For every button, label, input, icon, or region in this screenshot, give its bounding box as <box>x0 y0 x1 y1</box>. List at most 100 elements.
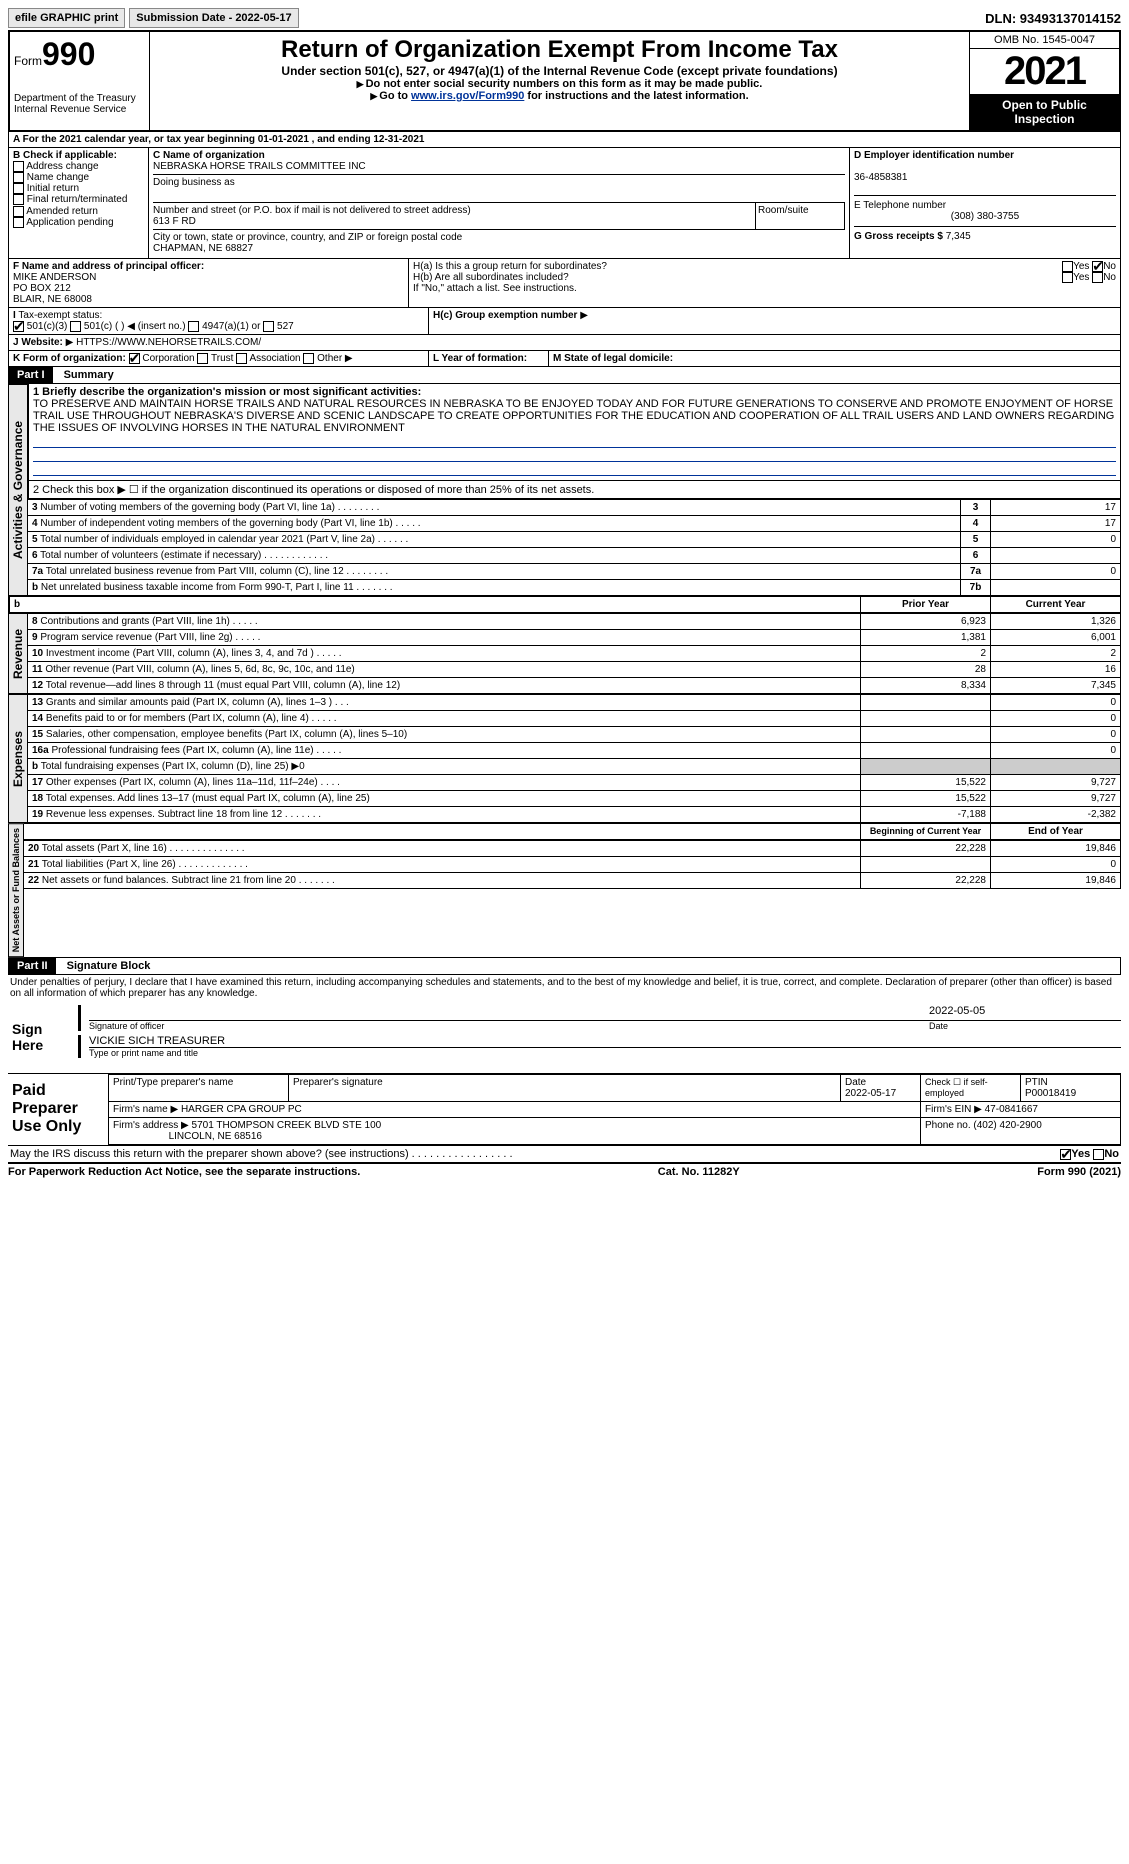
officer-printed-name: VICKIE SICH TREASURER <box>89 1035 1121 1048</box>
section-c-name-label: C Name of organization <box>153 150 265 161</box>
sig-date: 2022-05-05 <box>921 1005 1121 1021</box>
discuss-yes-checkbox[interactable] <box>1060 1149 1071 1160</box>
section-k-label: K Form of organization: <box>13 353 126 364</box>
4947-checkbox[interactable] <box>188 321 199 332</box>
table-row: 3 Number of voting members of the govern… <box>28 500 1121 516</box>
footer-mid: Cat. No. 11282Y <box>658 1166 740 1178</box>
table-row: b Total fundraising expenses (Part IX, c… <box>28 759 1121 775</box>
firm-ein: 47-0841667 <box>985 1104 1038 1115</box>
table-row: 11 Other revenue (Part VIII, column (A),… <box>28 662 1121 678</box>
check-self-employed: Check ☐ if self-employed <box>921 1075 1021 1102</box>
addr-label: Number and street (or P.O. box if mail i… <box>153 205 471 216</box>
efile-print-button[interactable]: efile GRAPHIC print <box>8 8 125 28</box>
irs-link[interactable]: www.irs.gov/Form990 <box>411 90 524 102</box>
initial-return-checkbox[interactable] <box>13 183 24 194</box>
section-l-label: L Year of formation: <box>433 353 527 364</box>
table-row: 7a Total unrelated business revenue from… <box>28 564 1121 580</box>
perjury-declaration: Under penalties of perjury, I declare th… <box>8 975 1121 1001</box>
section-g-label: G Gross receipts $ <box>854 231 943 242</box>
section-m-label: M State of legal domicile: <box>553 353 673 364</box>
part1-header: Part I <box>9 367 53 383</box>
officer-name: MIKE ANDERSON <box>13 272 96 283</box>
form-title: Return of Organization Exempt From Incom… <box>154 36 965 64</box>
city-label: City or town, state or province, country… <box>153 232 462 243</box>
hb-no-checkbox[interactable] <box>1092 272 1103 283</box>
omb-number: OMB No. 1545-0047 <box>970 32 1119 49</box>
sign-here-label: Sign Here <box>8 1001 78 1073</box>
discuss-no-checkbox[interactable] <box>1093 1149 1104 1160</box>
table-row: 6 Total number of volunteers (estimate i… <box>28 548 1121 564</box>
phone: (308) 380-3755 <box>854 211 1116 222</box>
info-grid: B Check if applicable: Address change Na… <box>8 148 1121 367</box>
prep-name-label: Print/Type preparer's name <box>109 1075 289 1102</box>
assoc-checkbox[interactable] <box>236 353 247 364</box>
dept-treasury: Department of the Treasury <box>14 93 145 104</box>
ha-no-checkbox[interactable] <box>1092 261 1103 272</box>
table-row: 15 Salaries, other compensation, employe… <box>28 727 1121 743</box>
section-d-label: D Employer identification number <box>854 150 1014 161</box>
527-checkbox[interactable] <box>263 321 274 332</box>
h-a-label: H(a) Is this a group return for subordin… <box>413 261 1062 272</box>
part1-title: Summary <box>64 369 114 381</box>
activities-governance-label: Activities & Governance <box>8 384 28 596</box>
final-return-checkbox[interactable] <box>13 194 24 205</box>
prep-date-label: Date <box>845 1077 866 1088</box>
addr-change-checkbox[interactable] <box>13 161 24 172</box>
prep-date: 2022-05-17 <box>845 1088 896 1099</box>
open-public-badge: Open to Public Inspection <box>970 94 1119 130</box>
website-url: HTTPS://WWW.NEHORSETRAILS.COM/ <box>76 337 261 348</box>
firm-addr1: 5701 THOMPSON CREEK BLVD STE 100 <box>192 1120 382 1131</box>
top-bar: efile GRAPHIC print Submission Date - 20… <box>8 8 1121 28</box>
sig-officer-label: Signature of officer <box>89 1021 921 1031</box>
street-address: 613 F RD <box>153 216 196 227</box>
dba-label: Doing business as <box>153 177 235 188</box>
other-checkbox[interactable] <box>303 353 314 364</box>
h-b-note: If "No," attach a list. See instructions… <box>413 283 1116 294</box>
row-b-stub: b <box>10 597 861 613</box>
section-j-label: Website: <box>21 337 63 348</box>
table-row: 8 Contributions and grants (Part VIII, l… <box>28 614 1121 630</box>
app-pending-checkbox[interactable] <box>13 217 24 228</box>
footer-left: For Paperwork Reduction Act Notice, see … <box>8 1166 360 1178</box>
officer-name-label: Type or print name and title <box>89 1048 1121 1058</box>
firm-phone-label: Phone no. <box>925 1120 971 1131</box>
501c-checkbox[interactable] <box>70 321 81 332</box>
table-row: 9 Program service revenue (Part VIII, li… <box>28 630 1121 646</box>
table-row: 5 Total number of individuals employed i… <box>28 532 1121 548</box>
hb-yes-checkbox[interactable] <box>1062 272 1073 283</box>
discuss-question: May the IRS discuss this return with the… <box>10 1148 1060 1160</box>
firm-phone: (402) 420-2900 <box>973 1120 1041 1131</box>
name-change-checkbox[interactable] <box>13 172 24 183</box>
firm-name-label: Firm's name ▶ <box>113 1104 178 1115</box>
amended-checkbox[interactable] <box>13 206 24 217</box>
dln: DLN: 93493137014152 <box>985 11 1121 26</box>
corp-checkbox[interactable] <box>129 353 140 364</box>
part2-title: Signature Block <box>67 960 151 972</box>
table-row: 10 Investment income (Part VIII, column … <box>28 646 1121 662</box>
table-row: 22 Net assets or fund balances. Subtract… <box>24 873 1121 889</box>
date-label: Date <box>921 1021 1121 1031</box>
section-f-label: F Name and address of principal officer: <box>13 261 204 272</box>
suite-label: Room/suite <box>758 205 809 216</box>
officer-addr2: BLAIR, NE 68008 <box>13 294 92 305</box>
table-row: 16a Professional fundraising fees (Part … <box>28 743 1121 759</box>
trust-checkbox[interactable] <box>197 353 208 364</box>
section-i-label: Tax-exempt status: <box>18 310 102 321</box>
irs-label: Internal Revenue Service <box>14 104 145 115</box>
ptin-label: PTIN <box>1025 1077 1048 1088</box>
table-row: 21 Total liabilities (Part X, line 26) .… <box>24 857 1121 873</box>
tax-year: 2021 <box>970 49 1119 94</box>
table-row: 12 Total revenue—add lines 8 through 11 … <box>28 678 1121 694</box>
section-e-label: E Telephone number <box>854 200 946 211</box>
section-b-label: B Check if applicable: <box>13 150 117 161</box>
prep-sig-label: Preparer's signature <box>289 1075 841 1102</box>
table-row: 13 Grants and similar amounts paid (Part… <box>28 695 1121 711</box>
officer-addr1: PO BOX 212 <box>13 283 71 294</box>
501c3-checkbox[interactable] <box>13 321 24 332</box>
firm-name: HARGER CPA GROUP PC <box>181 1104 302 1115</box>
ha-yes-checkbox[interactable] <box>1062 261 1073 272</box>
form-subtitle: Under section 501(c), 527, or 4947(a)(1)… <box>154 64 965 78</box>
table-row: 19 Revenue less expenses. Subtract line … <box>28 807 1121 823</box>
org-name: NEBRASKA HORSE TRAILS COMMITTEE INC <box>153 161 366 172</box>
gross-receipts: 7,345 <box>946 231 971 242</box>
